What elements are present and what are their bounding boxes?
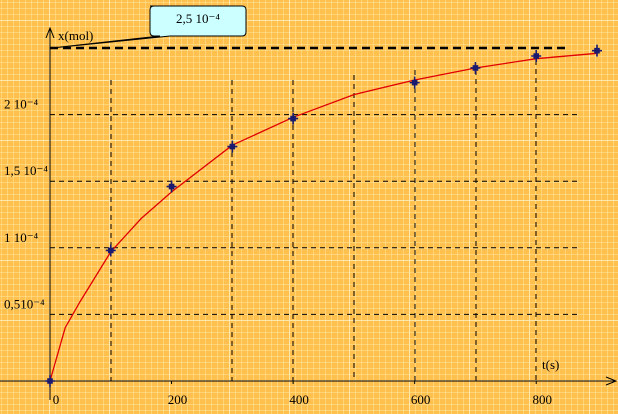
y-tick-label: 0,510⁻⁴: [4, 296, 45, 311]
guide-lines: [110, 60, 537, 381]
x-tick-label: 800: [532, 392, 552, 407]
data-point: [531, 49, 542, 62]
y-arrow: [45, 26, 55, 39]
callout: [51, 5, 247, 49]
x-arrow: [605, 376, 618, 386]
x-axis-label: t(s): [542, 357, 559, 372]
data-point: [166, 180, 177, 193]
data-point: [409, 76, 420, 89]
data-point: [45, 375, 55, 387]
y-tick-label: 1 10⁻⁴: [4, 230, 39, 245]
x-tick-label: 200: [168, 392, 188, 407]
x-tick-label: 400: [289, 392, 309, 407]
y-tick-label: 1,5 10⁻⁴: [4, 163, 48, 178]
data-point: [470, 61, 481, 74]
data-point: [288, 112, 299, 125]
x-tick-label: 600: [411, 392, 431, 407]
annotation: 2,5 10⁻⁴: [176, 11, 220, 26]
y-tick-label: 2 10⁻⁴: [4, 97, 39, 112]
x-tick-label: 0: [53, 392, 60, 407]
y-axis-label: x(mol): [58, 28, 93, 43]
data-point: [105, 244, 116, 257]
data-point: [592, 44, 602, 57]
data-point: [227, 140, 238, 153]
